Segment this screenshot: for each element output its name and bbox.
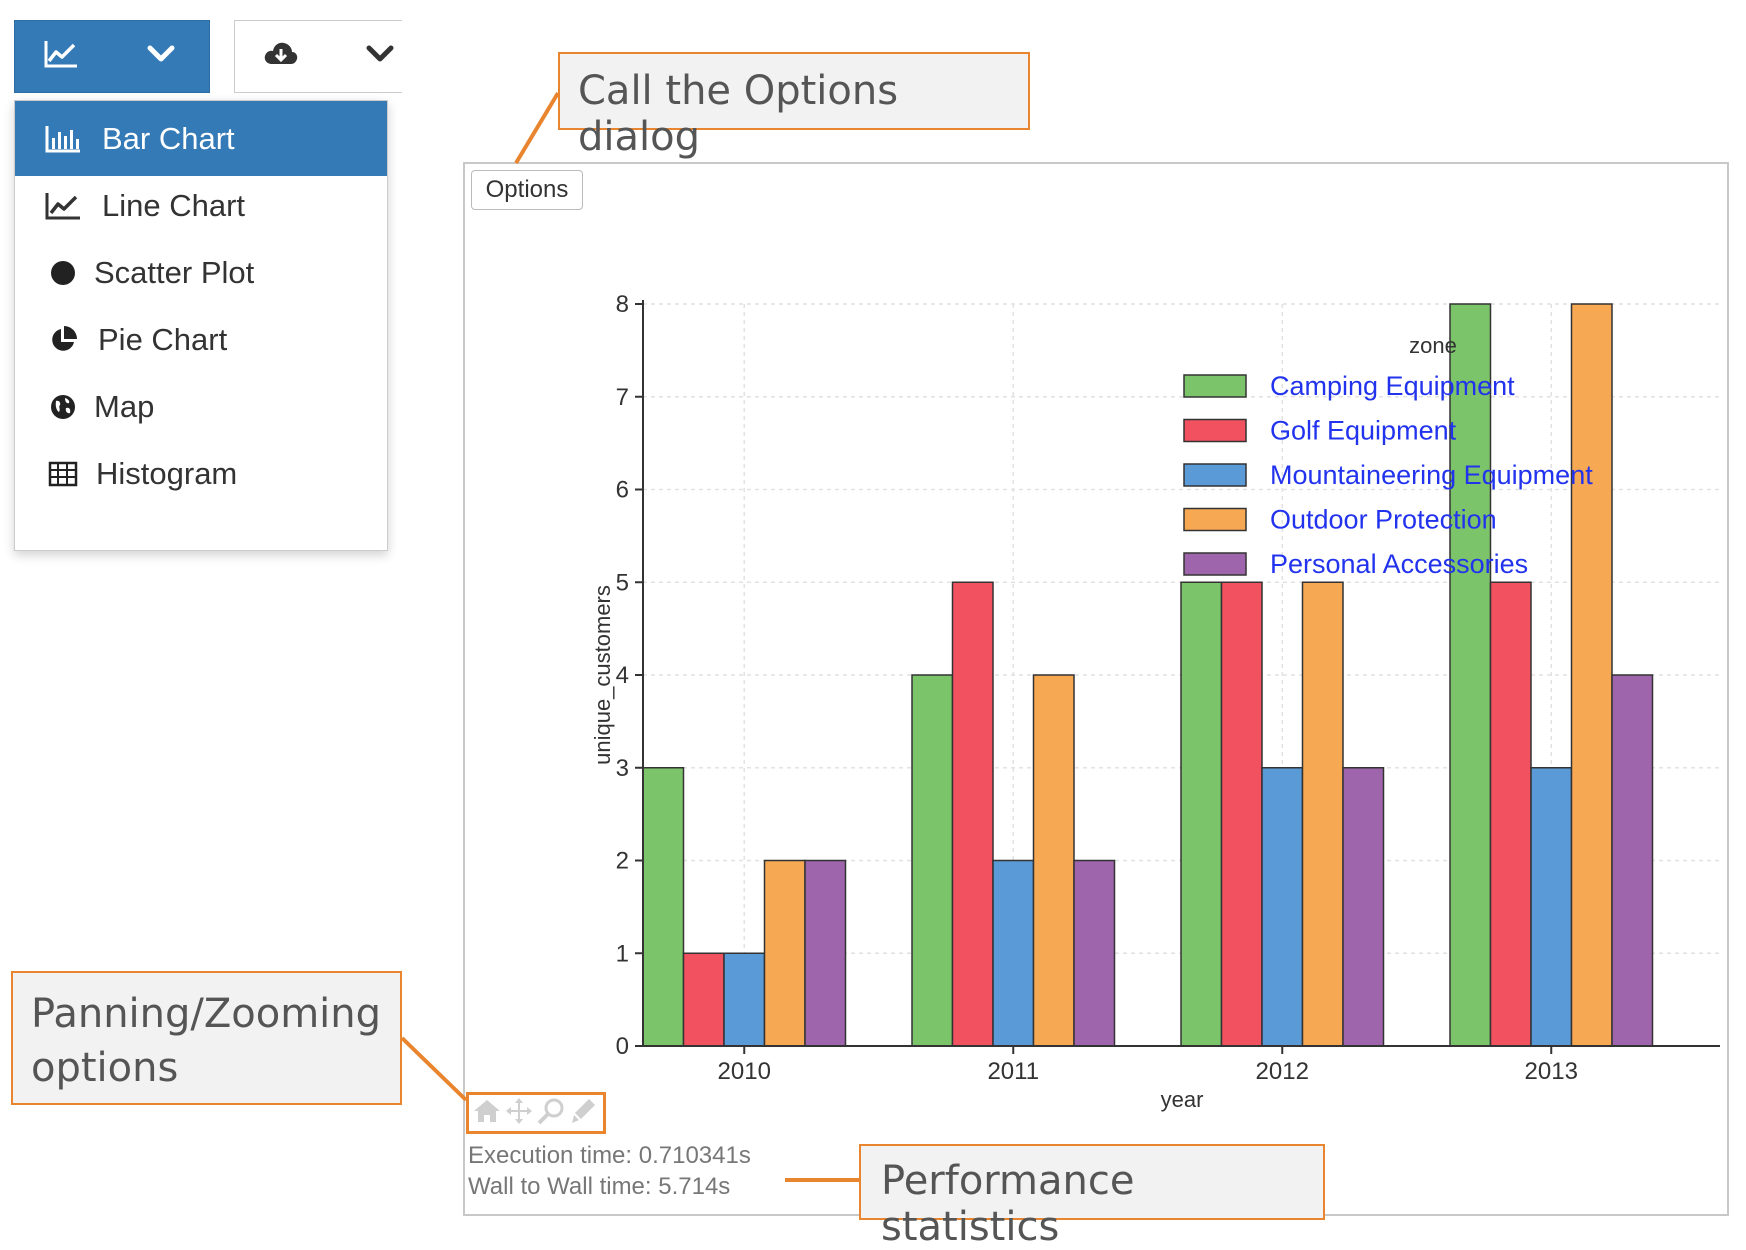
scatter-dot-icon bbox=[43, 253, 83, 293]
menu-item-map[interactable]: Map bbox=[15, 369, 387, 444]
menu-item-histogram[interactable]: Histogram bbox=[15, 436, 387, 511]
legend-entry: Golf Equipment bbox=[1270, 416, 1457, 446]
y-tick-label: 0 bbox=[616, 1033, 629, 1060]
bar bbox=[1449, 303, 1492, 1047]
menu-item-label: Bar Chart bbox=[102, 120, 235, 156]
line-chart-icon bbox=[43, 39, 79, 74]
menu-item-label: Scatter Plot bbox=[94, 254, 255, 290]
chart-axes: 0 1 2 3 4 5 6 7 8 2010 2011 2012 2013 year unique_cust… bbox=[590, 291, 1720, 1112]
line-chart-icon bbox=[43, 186, 83, 226]
chart-type-menu: Bar Chart Line Chart Scatter Plot Pie Ch… bbox=[14, 100, 388, 551]
bar bbox=[1073, 859, 1116, 1047]
x-tick-label: 2010 bbox=[718, 1058, 771, 1085]
menu-item-pie-chart[interactable]: Pie Chart bbox=[15, 302, 387, 377]
bar bbox=[682, 952, 725, 1047]
y-tick-label: 3 bbox=[616, 755, 629, 782]
bar bbox=[992, 859, 1035, 1047]
table-grid-icon bbox=[43, 454, 83, 494]
bar bbox=[1220, 581, 1263, 1047]
menu-item-line-chart[interactable]: Line Chart bbox=[15, 168, 387, 243]
chevron-down-icon bbox=[147, 44, 175, 69]
chart-legend: zone Camping Equipment Golf Equipment Mount… bbox=[1183, 333, 1593, 579]
x-axis-label: year bbox=[1161, 1087, 1204, 1112]
legend-swatch bbox=[1183, 463, 1247, 487]
y-tick-label: 7 bbox=[616, 384, 629, 411]
bar bbox=[1570, 303, 1613, 1047]
bar bbox=[1342, 767, 1385, 1047]
globe-icon bbox=[43, 387, 83, 427]
legend-swatch bbox=[1183, 507, 1247, 532]
pan-move-icon[interactable] bbox=[504, 1096, 534, 1126]
bar bbox=[1032, 674, 1075, 1047]
callout-line: options bbox=[31, 1045, 179, 1091]
bar bbox=[723, 952, 766, 1047]
menu-item-label: Pie Chart bbox=[98, 321, 228, 357]
legend-entry: Mountaineering Equipment bbox=[1270, 460, 1593, 490]
bar-chart-icon bbox=[43, 119, 83, 159]
bar bbox=[951, 581, 994, 1047]
bar bbox=[1489, 581, 1532, 1047]
callout-panning-zooming: Panning/Zooming options bbox=[11, 971, 402, 1105]
bar bbox=[1301, 581, 1344, 1047]
y-tick-label: 8 bbox=[616, 291, 629, 318]
chevron-down-icon bbox=[366, 44, 394, 69]
bar bbox=[1261, 767, 1304, 1047]
bar bbox=[642, 767, 685, 1047]
menu-item-label: Histogram bbox=[96, 455, 238, 491]
panzoom-highlight bbox=[466, 1092, 606, 1134]
legend-entry: Camping Equipment bbox=[1270, 371, 1515, 401]
legend-entry: Personal Accessories bbox=[1270, 549, 1528, 579]
chart-type-dropdown-button[interactable] bbox=[14, 20, 210, 93]
legend-swatch bbox=[1183, 374, 1247, 398]
execution-time: Execution time: 0.710341s bbox=[468, 1142, 751, 1169]
wall-time: Wall to Wall time: 5.714s bbox=[468, 1173, 731, 1200]
bar bbox=[1180, 581, 1223, 1047]
download-dropdown-button[interactable] bbox=[234, 20, 402, 93]
y-axis-label: unique_customers bbox=[590, 585, 615, 765]
y-tick-label: 2 bbox=[616, 848, 629, 875]
options-button[interactable]: Options bbox=[471, 170, 583, 210]
callout-options-dialog: Call the Options dialog bbox=[558, 52, 1030, 160]
bar bbox=[911, 674, 954, 1047]
legend-entry: Outdoor Protection bbox=[1270, 505, 1497, 535]
menu-item-bar-chart[interactable]: Bar Chart bbox=[15, 101, 387, 176]
callout-line: Panning/Zooming bbox=[31, 991, 382, 1037]
legend-title: zone bbox=[1409, 333, 1457, 358]
cloud-download-icon bbox=[263, 40, 299, 73]
legend-swatch bbox=[1183, 418, 1247, 443]
legend-swatch bbox=[1183, 552, 1247, 576]
menu-item-label: Map bbox=[94, 388, 155, 424]
zoom-magnifier-icon[interactable] bbox=[536, 1096, 566, 1126]
bar bbox=[763, 859, 806, 1047]
callout-performance-statistics: Performance statistics bbox=[859, 1144, 1325, 1250]
pie-chart-icon bbox=[43, 320, 83, 360]
y-tick-label: 1 bbox=[616, 940, 629, 967]
bar bbox=[1611, 674, 1654, 1047]
y-tick-label: 4 bbox=[616, 662, 629, 689]
bar bbox=[1530, 767, 1573, 1047]
x-tick-label: 2011 bbox=[987, 1058, 1039, 1085]
menu-item-label: Line Chart bbox=[102, 187, 246, 223]
chart-bars bbox=[642, 303, 1654, 1047]
menu-item-scatter-plot[interactable]: Scatter Plot bbox=[15, 235, 387, 310]
x-tick-label: 2013 bbox=[1525, 1058, 1578, 1085]
x-tick-label: 2012 bbox=[1256, 1058, 1309, 1085]
y-tick-label: 5 bbox=[616, 569, 629, 596]
home-icon[interactable] bbox=[472, 1096, 502, 1126]
panzoom-toolbar bbox=[468, 1093, 602, 1129]
wheel-zoom-icon[interactable] bbox=[568, 1096, 598, 1126]
bar bbox=[804, 859, 847, 1047]
y-tick-label: 6 bbox=[616, 477, 629, 504]
